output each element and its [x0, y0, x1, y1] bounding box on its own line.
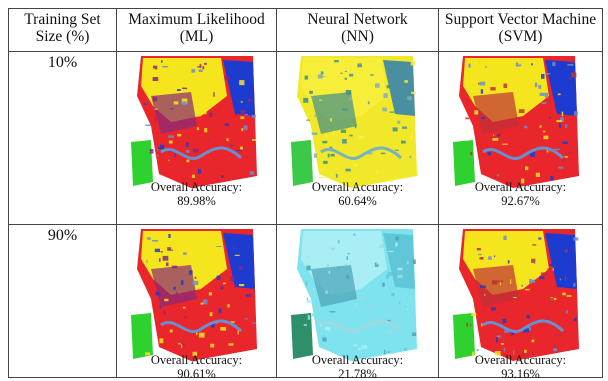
result-cell: Overall Accuracy: 89.98%: [117, 52, 277, 225]
header-nn: Neural Network (NN): [277, 9, 439, 52]
map-image: [291, 56, 420, 193]
table-row: 10% Overall Accuracy: 89.98% Overall Accu…: [9, 52, 603, 225]
classification-map: [291, 56, 420, 193]
classification-map: [131, 229, 260, 366]
header-row: Training Set Size (%) Maximum Likelihood(…: [9, 9, 603, 52]
accuracy-text: Overall Accuracy: 60.64%: [277, 180, 438, 208]
classification-map: [291, 229, 420, 366]
comparison-table: Training Set Size (%) Maximum Likelihood(…: [8, 8, 603, 378]
result-cell: Overall Accuracy: 93.16%: [439, 225, 603, 378]
accuracy-text: Overall Accuracy: 93.16%: [439, 353, 602, 381]
classification-map: [453, 56, 582, 193]
result-cell: Overall Accuracy: 21.78%: [277, 225, 439, 378]
result-cell: Overall Accuracy: 60.64%: [277, 52, 439, 225]
accuracy-text: Overall Accuracy: 90.61%: [117, 353, 276, 381]
result-cell: Overall Accuracy: 90.61%: [117, 225, 277, 378]
accuracy-text: Overall Accuracy: 21.78%: [277, 353, 438, 381]
accuracy-text: Overall Accuracy: 89.98%: [117, 180, 276, 208]
map-image: [131, 56, 260, 193]
header-ml: Maximum Likelihood (ML): [117, 9, 277, 52]
classification-map: [453, 229, 582, 366]
header-training-size: Training Set Size (%): [9, 9, 117, 52]
map-image: [453, 229, 582, 366]
training-size-cell: 10%: [9, 52, 117, 225]
header-svm: Support Vector Machine (SVM): [439, 9, 603, 52]
map-image: [291, 229, 420, 366]
table-row: 90% Overall Accuracy: 90.61% Overall Accu…: [9, 225, 603, 378]
result-cell: Overall Accuracy: 92.67%: [439, 52, 603, 225]
map-image: [453, 56, 582, 193]
accuracy-text: Overall Accuracy: 92.67%: [439, 180, 602, 208]
map-image: [131, 229, 260, 366]
classification-map: [131, 56, 260, 193]
training-size-cell: 90%: [9, 225, 117, 378]
